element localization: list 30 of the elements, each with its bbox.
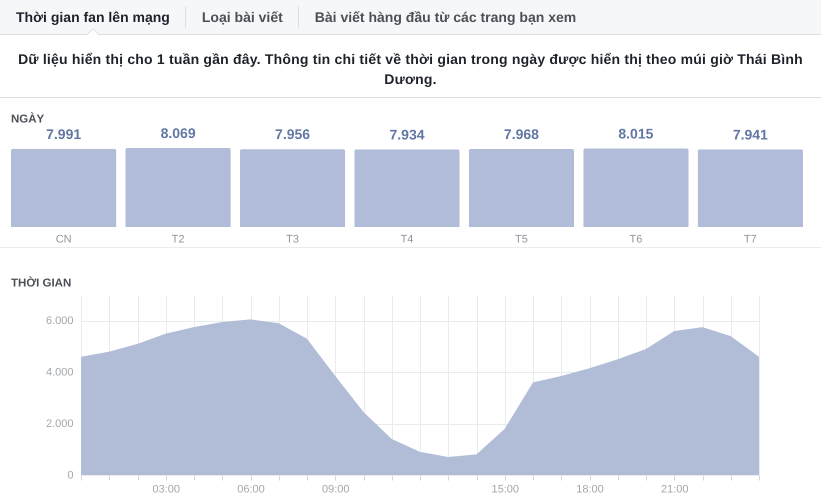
y-tick-label: 6.000: [46, 315, 74, 328]
x-tick-label: T4: [400, 234, 414, 246]
data-label: 7.991: [46, 126, 82, 142]
x-tick-label: 09:00: [322, 484, 350, 495]
x-tick-label: 21:00: [660, 484, 689, 495]
chart-title: THỜI GIAN: [11, 276, 72, 290]
text: Bài viết hàng đầu từ các trang bạn xem: [298, 6, 592, 28]
x-tick-label: 03:00: [152, 484, 180, 495]
x-tick-label: T7: [744, 234, 757, 246]
chart-title: NGÀY: [11, 112, 45, 126]
data-label: 8.069: [160, 125, 196, 141]
data-label: 7.934: [389, 126, 425, 142]
text: Thời gian fan lên mạng: [15, 8, 171, 27]
data-label: 7.941: [732, 126, 768, 142]
x-tick-label: 15:00: [491, 484, 520, 495]
text: Loại bài viết: [184, 6, 298, 28]
data-label: 7.968: [504, 126, 540, 142]
data-label: 8.015: [618, 126, 654, 142]
x-tick-label: T6: [629, 234, 642, 246]
data-label: 7.956: [275, 126, 310, 142]
x-tick-label: CN: [56, 234, 72, 246]
x-tick-label: T3: [286, 234, 299, 246]
x-tick-label: 18:00: [576, 484, 604, 495]
text: Dữ liệu hiển thị cho 1 tuần gần đây. Thông tin chi tiết về thời gian trong ngày được hiển thị theo múi giờ Thái Bình Dương.: [17, 50, 804, 89]
y-tick-label: 2.000: [46, 418, 74, 430]
x-tick-label: T5: [515, 234, 528, 246]
y-tick-label: 0: [67, 470, 74, 482]
x-tick-label: 06:00: [237, 484, 265, 495]
y-tick-label: 4.000: [46, 366, 74, 379]
x-tick-label: T2: [172, 234, 185, 246]
